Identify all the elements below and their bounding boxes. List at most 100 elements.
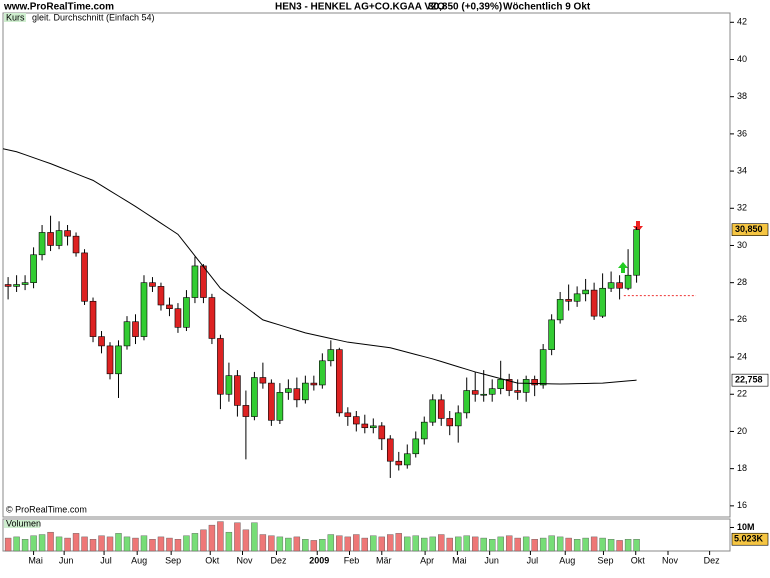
candle-body (412, 438, 420, 455)
candle-body (4, 284, 12, 287)
volume-bar (13, 536, 20, 552)
y-tick-label: 20 (737, 426, 747, 436)
x-tick-label: Jul (100, 555, 112, 565)
candle-body (64, 230, 71, 237)
x-tick-label: Okt (631, 555, 646, 565)
volume-bar (353, 534, 360, 552)
volume-bar (556, 536, 564, 552)
up-arrow (618, 262, 628, 273)
volume-bar (208, 524, 216, 552)
x-tick-label: Nov (662, 555, 679, 565)
candle-body (132, 321, 139, 337)
volume-bar (319, 539, 326, 552)
volume-box (731, 532, 769, 546)
volume-bar (480, 537, 487, 552)
y-tick-label: 26 (737, 314, 747, 324)
volume-bar (378, 536, 385, 552)
volume-bar (55, 536, 63, 552)
candle-body (395, 460, 403, 466)
volume-bar (157, 536, 165, 552)
x-tick-label: Sep (165, 555, 181, 565)
volume-bar (276, 536, 284, 552)
candle-body (565, 299, 572, 302)
volume-bar (200, 529, 207, 552)
volume-bar (174, 539, 182, 552)
x-tick-label: Dez (270, 555, 287, 565)
volume-bar (590, 536, 598, 552)
x-tick-label: Aug (559, 555, 575, 565)
volume-bar (72, 533, 80, 552)
volume-bar (412, 535, 419, 552)
volume-bar (293, 536, 301, 552)
candle-body (208, 297, 216, 339)
candle-body (21, 282, 29, 285)
volume-bar (421, 537, 428, 552)
candle-body (573, 293, 581, 302)
candle-body (30, 254, 37, 283)
candle-body (378, 425, 386, 440)
site: www.ProRealTime.com (3, 2, 114, 13)
candle-body (471, 390, 479, 395)
period: Wöchentlich 9 Okt (503, 2, 591, 13)
volume-bar (285, 537, 292, 552)
x-tick-label: Mai (452, 555, 467, 565)
volume-bar (488, 539, 496, 552)
volume-bar (47, 531, 54, 552)
candle-body (548, 319, 555, 350)
candle-body (361, 423, 369, 429)
volume-bar (539, 537, 547, 552)
ma-label: 22,758 (735, 375, 763, 385)
candle-body (488, 388, 496, 395)
volume-bar (89, 539, 97, 552)
copyright: © ProRealTime.com (6, 504, 87, 514)
volume-bar (38, 534, 46, 552)
y-tick-label: 16 (737, 500, 747, 510)
volume-bar (191, 533, 199, 552)
candle-body (115, 345, 122, 375)
y-tick-label: 36 (737, 128, 747, 138)
volume-bar (251, 522, 258, 552)
candle-body (327, 349, 335, 362)
ma-box (731, 373, 769, 387)
volume-bar (497, 536, 504, 552)
volume-bar (522, 536, 530, 552)
candle-body (242, 405, 250, 417)
legend-entry: gleit. Durchschnitt (Einfach 54) (32, 12, 155, 22)
x-tick-label: Mai (28, 555, 43, 565)
candle-body (174, 308, 182, 328)
volume-bar (514, 537, 521, 552)
price-label: 30,850 (735, 224, 763, 234)
instrument: HEN3 - HENKEL AG+CO.KGAA VZO (275, 2, 445, 13)
candle-body (446, 418, 454, 427)
volume-bar (531, 539, 538, 552)
volume-bar (463, 535, 470, 552)
volume-bar (548, 535, 555, 552)
volume-bar (429, 536, 436, 552)
y-tick-label: 30 (737, 240, 747, 250)
volume-bar (404, 536, 411, 552)
volume-bar (344, 536, 352, 552)
candle-body (497, 379, 504, 389)
volume-bar (455, 536, 462, 552)
volume-bar (30, 535, 37, 552)
y-tick-label: 28 (737, 277, 747, 287)
volume-bar (310, 540, 318, 552)
candle-body (98, 336, 105, 347)
candle-body (259, 377, 267, 384)
volume-bar (149, 539, 156, 552)
candle-body (607, 282, 615, 289)
candle-body (522, 379, 530, 393)
x-tick-label: Jun (59, 555, 74, 565)
candle-body (633, 229, 640, 276)
volume-bar (225, 531, 233, 552)
candle-body (420, 421, 428, 440)
y-tick-label: 34 (737, 165, 747, 175)
candle-body (590, 289, 598, 317)
candle-body (344, 412, 352, 417)
candle-body (251, 377, 258, 417)
volume-bar (387, 534, 394, 552)
volume-bar (616, 540, 623, 552)
candle-body (429, 399, 437, 423)
